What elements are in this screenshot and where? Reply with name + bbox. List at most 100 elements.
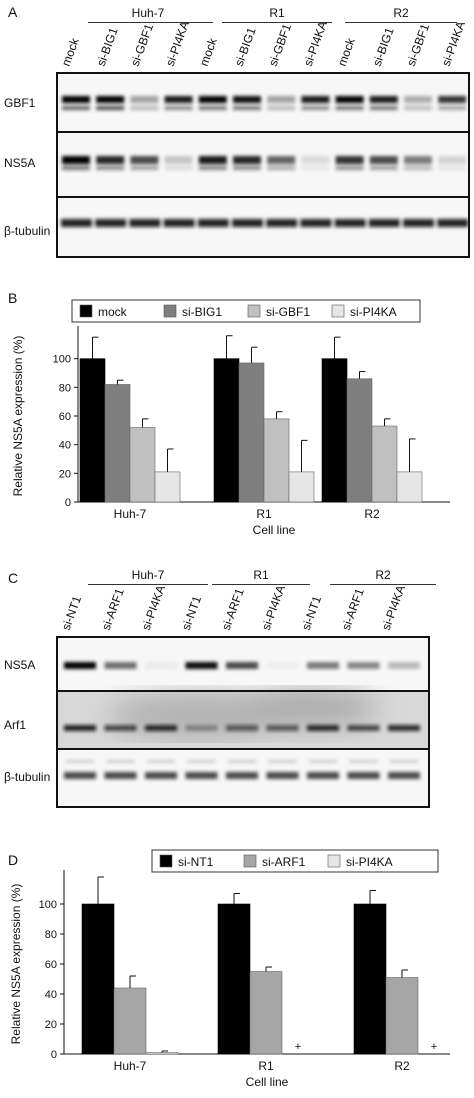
legend-swatch xyxy=(331,304,345,318)
blot-band xyxy=(64,662,96,669)
panel-b-label: B xyxy=(8,290,18,306)
blot-band xyxy=(267,96,296,103)
group-line xyxy=(330,584,436,585)
blot-band xyxy=(130,96,159,103)
blot-band xyxy=(266,772,299,779)
blot-band xyxy=(185,725,218,731)
bar xyxy=(238,362,265,503)
blot-band xyxy=(185,662,218,669)
blot-band xyxy=(66,760,94,763)
blot-band xyxy=(187,760,216,763)
blot-band xyxy=(164,106,193,110)
lane-label: si-PI4KA xyxy=(258,583,288,632)
blot-band xyxy=(267,156,296,164)
blot-band xyxy=(95,219,127,227)
blot-band xyxy=(106,760,135,763)
legend-swatch xyxy=(79,304,93,318)
y-tick-label: 0 xyxy=(65,497,71,509)
blot-band xyxy=(307,662,339,669)
row-label-tubulin: β-tubulin xyxy=(4,224,51,238)
blot-band xyxy=(438,166,467,170)
blot-band xyxy=(335,106,364,110)
bar xyxy=(113,987,147,1055)
legend-label: si-PI4KA xyxy=(350,305,397,319)
blot-band xyxy=(147,760,175,763)
blot-band xyxy=(96,106,125,110)
legend-swatch xyxy=(247,304,261,318)
y-axis-label: Relative NS5A expression (%) xyxy=(9,884,23,1045)
marker-label: + xyxy=(295,1041,301,1053)
blot-band xyxy=(64,772,96,779)
blot-band xyxy=(335,156,364,164)
blot-band xyxy=(226,725,258,731)
blot-band xyxy=(198,156,227,164)
blot-band xyxy=(347,725,380,731)
blot-band xyxy=(233,106,261,110)
row-label-arf1: Arf1 xyxy=(4,718,27,732)
lane-label: mock xyxy=(334,36,358,68)
blot-band xyxy=(404,156,432,164)
lane-label: si-GBF1 xyxy=(265,21,295,68)
blot-band xyxy=(301,156,330,164)
x-axis-label: Cell line xyxy=(253,523,296,537)
group-label-huh7: Huh-7 xyxy=(131,568,165,582)
blot-band xyxy=(130,156,159,164)
panel-c-label: C xyxy=(8,570,19,586)
bar xyxy=(263,418,290,503)
row-label-tubulin: β-tubulin xyxy=(4,770,51,784)
bar xyxy=(145,1052,179,1055)
legend: si-NT1 si-ARF1 si-PI4KA xyxy=(151,849,439,873)
blot-band xyxy=(164,96,193,103)
group-label-r1: R1 xyxy=(269,6,285,20)
legend-label: si-NT1 xyxy=(178,855,214,869)
blot-band xyxy=(129,219,161,227)
blot-band xyxy=(300,219,332,227)
lane-label: si-NT1 xyxy=(178,593,205,632)
y-tick-label: 80 xyxy=(59,382,71,394)
blot-band xyxy=(349,760,378,763)
blot-band xyxy=(197,219,229,227)
y-tick-label: 20 xyxy=(59,468,71,480)
blot-band xyxy=(438,96,467,103)
lane-label: si-PI4KA xyxy=(438,19,468,68)
blot-band xyxy=(62,96,90,103)
bar xyxy=(371,425,398,503)
y-axis-label: Relative NS5A expression (%) xyxy=(11,336,25,497)
legend-label: si-PI4KA xyxy=(346,855,393,869)
blot-band xyxy=(62,106,90,110)
lane-label: si-GBF1 xyxy=(127,21,157,68)
lane-label: si-PI4KA xyxy=(378,583,408,632)
blot-band xyxy=(347,662,380,669)
blot-band xyxy=(369,106,398,110)
panel-d-label: D xyxy=(8,852,19,868)
blot-band xyxy=(268,760,297,763)
blot-image-c xyxy=(58,662,428,779)
bar xyxy=(81,903,115,1055)
blot-band xyxy=(233,156,261,164)
y-tick-label: 60 xyxy=(45,959,57,971)
blot-band xyxy=(301,106,330,110)
lane-label: mock xyxy=(58,36,82,68)
blot-band xyxy=(198,96,227,103)
group-line xyxy=(212,584,310,585)
blot-band xyxy=(388,772,420,779)
blot-band xyxy=(96,156,125,164)
bar xyxy=(321,358,348,503)
blot-band xyxy=(438,156,467,164)
legend-swatch xyxy=(163,304,177,318)
bar xyxy=(154,471,181,503)
y-tick-label: 80 xyxy=(45,929,57,941)
bar xyxy=(396,471,423,503)
blot-band xyxy=(233,166,261,170)
blot-band xyxy=(369,166,398,170)
legend-label: si-GBF1 xyxy=(266,305,310,319)
blot-band xyxy=(404,106,432,110)
bar xyxy=(79,358,106,503)
blot-band xyxy=(309,760,337,763)
group-label-r1: R1 xyxy=(253,568,269,582)
group-line xyxy=(222,22,332,23)
category-label: R1 xyxy=(256,507,272,521)
group-line xyxy=(88,584,208,585)
legend-box xyxy=(151,849,439,873)
blot-band xyxy=(233,96,261,103)
